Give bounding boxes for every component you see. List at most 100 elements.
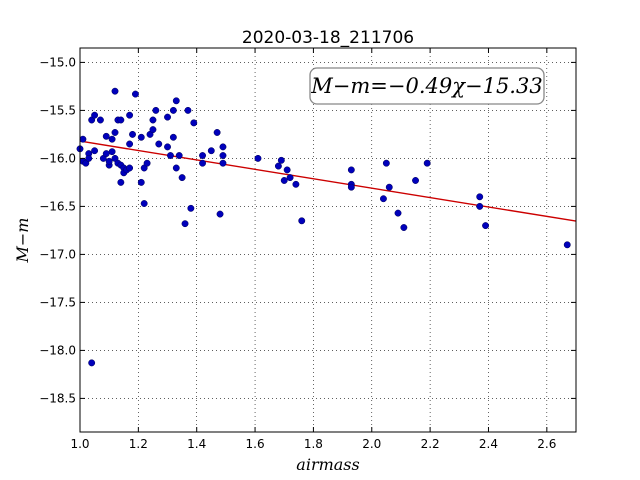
- x-tick-label: 2.0: [362, 437, 381, 451]
- data-point: [126, 111, 134, 119]
- data-point: [169, 106, 177, 114]
- data-point: [254, 154, 262, 162]
- data-point: [149, 126, 157, 134]
- data-point: [164, 143, 171, 151]
- fit-equation-frame: [309, 67, 545, 105]
- data-point: [108, 135, 116, 143]
- x-tick-label: 1.4: [187, 437, 206, 451]
- data-point: [219, 143, 227, 151]
- data-point: [172, 164, 180, 172]
- data-point: [412, 177, 419, 184]
- data-point: [190, 119, 198, 127]
- data-point: [102, 150, 110, 158]
- data-point: [137, 133, 145, 141]
- plot-frame: [79, 47, 577, 433]
- data-point: [199, 159, 206, 167]
- x-axis-label: airmass: [296, 455, 359, 474]
- data-point: [143, 159, 151, 167]
- data-point: [476, 202, 484, 210]
- data-point: [298, 217, 306, 225]
- data-point: [91, 147, 99, 155]
- data-point: [85, 154, 93, 162]
- x-tick-label: 1.8: [304, 437, 323, 451]
- fit-equation: M−m=−0.49χ−15.33: [310, 74, 542, 98]
- data-point: [199, 152, 206, 159]
- data-point: [164, 113, 171, 121]
- data-point: [382, 159, 390, 167]
- data-point: [149, 116, 157, 124]
- data-point: [181, 220, 189, 228]
- y-tick-label: −16.5: [39, 199, 76, 213]
- data-point: [379, 195, 387, 203]
- axis-ticks: 1.0 1.2 1.4 1.6 1.8 2.0 2.2 2.4 2.6 −15.0 −15.5 −16…: [39, 48, 576, 451]
- data-point: [117, 116, 125, 124]
- fit-line-group: [79, 140, 577, 222]
- data-point: [117, 178, 125, 186]
- data-point: [166, 152, 174, 159]
- y-tick-label: −15.0: [39, 55, 76, 69]
- data-point: [563, 241, 571, 249]
- data-point: [219, 159, 227, 167]
- data-point: [91, 111, 99, 119]
- data-point: [131, 90, 139, 98]
- y-tick-label: −16.0: [39, 151, 76, 165]
- data-point: [105, 157, 113, 165]
- data-point: [126, 140, 134, 148]
- y-tick-label: −17.5: [39, 295, 76, 309]
- y-tick-label: −17.0: [39, 247, 76, 261]
- data-point: [482, 222, 490, 230]
- data-point: [178, 174, 186, 182]
- data-point: [280, 177, 288, 184]
- y-tick-label: −18.0: [39, 343, 76, 357]
- data-point: [216, 210, 224, 218]
- data-point: [169, 133, 177, 141]
- x-tick-label: 2.4: [479, 437, 498, 451]
- data-point: [286, 174, 294, 182]
- grid: [79, 48, 576, 432]
- data-point: [102, 132, 110, 140]
- data-point: [394, 209, 402, 217]
- data-point: [207, 147, 215, 155]
- x-tick-label: 1.2: [129, 437, 148, 451]
- y-tick-label: −15.5: [39, 103, 76, 117]
- data-point: [187, 204, 195, 212]
- data-point: [385, 183, 393, 191]
- data-point: [152, 106, 160, 114]
- y-tick-label: −18.5: [39, 391, 76, 405]
- data-point: [347, 166, 355, 174]
- data-point: [172, 97, 180, 105]
- data-point: [423, 159, 431, 167]
- y-axis-label: M−m: [13, 218, 32, 264]
- data-point: [111, 129, 119, 136]
- data-point: [219, 152, 227, 159]
- data-point: [347, 183, 355, 191]
- data-point: [213, 129, 221, 136]
- data-point: [184, 106, 192, 114]
- data-point: [277, 156, 285, 164]
- data-point: [88, 359, 96, 367]
- data-point: [137, 178, 145, 186]
- data-point: [129, 130, 136, 138]
- chart-title: 2020-03-18_211706: [242, 28, 414, 48]
- data-point: [274, 162, 282, 170]
- fit-equation-box: M−m=−0.49χ−15.33: [309, 67, 545, 105]
- data-point: [476, 193, 484, 201]
- x-tick-label: 2.2: [421, 437, 440, 451]
- data-point: [140, 200, 148, 207]
- data-point: [126, 164, 134, 172]
- fit-line: [79, 140, 577, 222]
- data-point: [108, 148, 116, 156]
- data-points: [76, 87, 571, 367]
- x-tick-label: 2.6: [537, 437, 556, 451]
- data-point: [292, 180, 300, 188]
- data-point: [175, 152, 183, 159]
- data-point: [96, 116, 104, 124]
- x-tick-label: 1.6: [246, 437, 265, 451]
- data-point: [400, 224, 408, 231]
- data-point: [155, 140, 163, 148]
- data-point: [79, 135, 87, 143]
- x-tick-label: 1.0: [70, 437, 89, 451]
- data-point: [111, 87, 119, 95]
